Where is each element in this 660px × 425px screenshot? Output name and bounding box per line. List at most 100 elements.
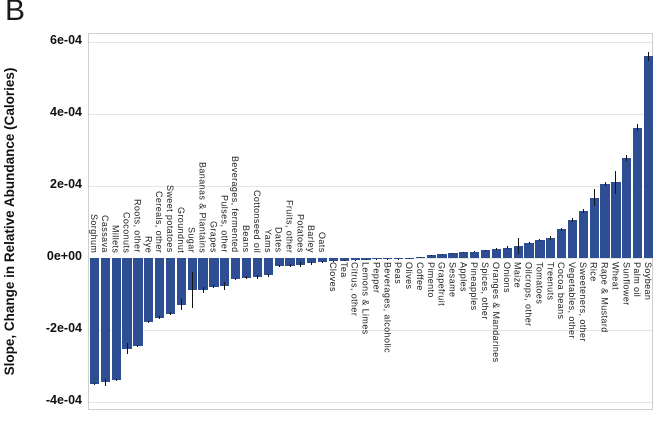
bar-label: Beans xyxy=(241,225,252,253)
error-bar xyxy=(593,189,595,206)
error-bar xyxy=(93,382,95,386)
bar-label: Roots, other xyxy=(132,199,143,253)
bar xyxy=(600,183,610,258)
bar-label: Barley xyxy=(306,225,317,253)
error-bar xyxy=(332,260,334,262)
panel-letter: B xyxy=(5,0,26,27)
bar xyxy=(383,258,393,260)
error-bar xyxy=(104,378,106,386)
bar-label: Millets xyxy=(110,224,121,253)
error-bar xyxy=(561,227,563,231)
bar xyxy=(285,258,295,266)
bar xyxy=(524,242,534,258)
bar xyxy=(459,252,469,258)
bar xyxy=(567,220,578,258)
bar xyxy=(589,197,599,258)
error-bar xyxy=(615,170,617,195)
bar-label: Apples xyxy=(458,262,469,292)
bar-label: Sorghum xyxy=(88,213,99,253)
y-axis-title: Slope, Change in Relative Abundance (Cal… xyxy=(2,67,17,376)
bar-label: Yams xyxy=(262,229,273,253)
error-bar xyxy=(637,124,639,132)
gridline xyxy=(89,185,652,187)
error-bar xyxy=(213,285,215,289)
bar xyxy=(111,258,121,380)
bar-label: Potatoes xyxy=(295,214,306,253)
bar-label: Oilcrops, other xyxy=(523,262,534,327)
bar-label: Grapes xyxy=(208,221,219,253)
bar xyxy=(176,258,186,305)
error-bar xyxy=(289,264,291,267)
error-bar xyxy=(354,259,356,261)
bar-label: Cloves xyxy=(327,262,338,292)
bar xyxy=(339,258,349,261)
bar-label: Pulses, other xyxy=(219,195,230,253)
y-tick-label: -4e-04 xyxy=(45,393,82,407)
bar-label: Tea xyxy=(338,262,349,278)
chart-plot-area: Sorghum Cassava Millets Coconuts Roots, othe… xyxy=(88,33,654,410)
bar xyxy=(394,258,404,259)
error-bar xyxy=(191,272,193,309)
bar-label: Fruits, other xyxy=(284,199,295,253)
bar xyxy=(263,258,273,276)
bar-label: Maize xyxy=(512,262,523,289)
error-bar xyxy=(235,277,237,280)
error-bar xyxy=(322,260,324,264)
bar xyxy=(557,229,567,258)
bar xyxy=(133,258,143,346)
bar-label: Coconuts xyxy=(121,211,132,253)
error-bar xyxy=(137,344,139,347)
y-tick-label: 4e-04 xyxy=(50,105,82,119)
y-tick-label: 0e+00 xyxy=(46,249,82,263)
bar xyxy=(448,253,458,258)
bar xyxy=(328,258,339,261)
bar-label: Sesame xyxy=(447,262,458,298)
error-bar xyxy=(398,258,400,260)
bar-label: Peas xyxy=(393,262,404,285)
error-bar xyxy=(604,182,606,186)
bar xyxy=(252,258,263,277)
gridline xyxy=(89,329,652,331)
bar-label: Grapefruit xyxy=(436,262,447,307)
bar-label: Cottonseed oil xyxy=(251,189,262,253)
error-bar xyxy=(572,218,573,222)
bar-label: Beverages, fermented xyxy=(230,156,241,253)
bar xyxy=(209,258,219,287)
bar-label: Wheat xyxy=(610,262,621,291)
error-bar xyxy=(169,312,171,316)
bar xyxy=(296,258,306,265)
bar xyxy=(426,255,436,258)
bar xyxy=(372,258,382,260)
error-bar xyxy=(115,378,117,381)
bar-label: Pepper xyxy=(371,262,382,294)
bar-label: Onions xyxy=(501,262,512,293)
error-bar xyxy=(343,260,345,261)
error-bar xyxy=(452,252,454,255)
bar xyxy=(165,258,176,314)
bar-label: Sunflower xyxy=(621,262,632,306)
error-bar xyxy=(224,282,226,290)
error-bar xyxy=(202,286,204,293)
error-bar xyxy=(246,276,248,280)
error-bar xyxy=(648,52,650,61)
error-bar xyxy=(550,235,552,240)
error-bar xyxy=(517,237,519,254)
bar xyxy=(491,249,502,258)
error-bar xyxy=(539,238,541,242)
bar-label: Dates xyxy=(273,227,284,253)
error-bar xyxy=(256,274,258,279)
bar-label: Lemons & Limes xyxy=(360,262,371,335)
bar xyxy=(274,258,284,266)
bar xyxy=(578,211,588,258)
error-bar xyxy=(474,250,476,253)
bar xyxy=(307,258,317,264)
bar xyxy=(231,258,241,279)
bar xyxy=(317,258,328,262)
bar xyxy=(122,258,132,349)
error-bar xyxy=(148,320,150,323)
gridline xyxy=(89,113,652,115)
bar-label: Cassava xyxy=(99,215,110,253)
bar xyxy=(241,258,252,278)
gridline xyxy=(89,401,652,403)
bar xyxy=(622,157,632,258)
